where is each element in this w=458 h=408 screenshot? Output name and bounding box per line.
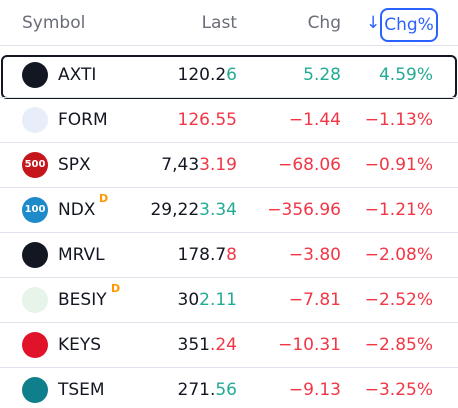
chg: −10.31 — [278, 334, 341, 355]
sort-arrow: ↓ — [366, 13, 381, 33]
chg: −9.13 — [288, 379, 341, 400]
symbol-icon — [22, 286, 48, 313]
symbol-icon: 500 — [22, 151, 48, 178]
last: 126.55 — [178, 108, 237, 132]
chg: 5.28 — [303, 64, 341, 85]
row-separator — [0, 322, 458, 323]
last: 178.78 — [178, 243, 238, 267]
last-part: 178.7 — [177, 244, 227, 265]
selected-row[interactable] — [1, 55, 457, 99]
chg-pct: −1.13% — [364, 109, 433, 130]
chg: −68.06 — [278, 154, 341, 175]
symbol[interactable]: KEYS — [58, 334, 102, 355]
chg-pct: −1.21% — [364, 199, 433, 220]
badge: D — [99, 191, 109, 205]
chg-pct: −3.25% — [364, 379, 433, 400]
chg-pct: −2.08% — [364, 244, 433, 265]
chg-pct: 4.59% — [378, 64, 433, 85]
last: 29,223.34 — [150, 198, 237, 222]
last-part: 271. — [177, 379, 216, 400]
symbol-icon — [22, 61, 48, 88]
chg-pct: −2.52% — [364, 289, 433, 310]
chg-pct: −2.85% — [364, 334, 433, 355]
badge: D — [111, 281, 121, 295]
symbol[interactable]: BESIY — [58, 289, 107, 310]
last-part: 126.55 — [177, 109, 237, 130]
symbol-icon — [22, 376, 48, 403]
last: 351.24 — [178, 333, 238, 357]
row-separator — [0, 97, 458, 98]
last: 271.56 — [178, 378, 238, 402]
last-part: 29,22 — [150, 199, 200, 220]
chg-pct: −0.91% — [364, 154, 433, 175]
header-chg-pct[interactable]: Chg% — [380, 8, 438, 42]
header-last[interactable]: Last — [201, 13, 237, 33]
row-separator — [0, 142, 458, 143]
chg: −356.96 — [267, 199, 341, 220]
last-part: 6 — [226, 64, 237, 85]
last-part: 2.11 — [199, 289, 237, 310]
icon-text: 100 — [24, 204, 46, 215]
chg: −7.81 — [288, 289, 341, 310]
symbol[interactable]: FORM — [58, 109, 108, 130]
last: 302.11 — [178, 288, 238, 312]
last-part: 3.34 — [199, 199, 237, 220]
last-part: 56 — [215, 379, 237, 400]
row-separator — [0, 232, 458, 233]
row-separator — [0, 187, 458, 188]
chg: −1.44 — [288, 109, 341, 130]
last: 7,433.19 — [161, 153, 237, 177]
last: 120.26 — [178, 63, 238, 87]
row-separator — [0, 367, 458, 368]
symbol[interactable]: NDX — [58, 199, 96, 220]
icon-text: 500 — [24, 159, 46, 170]
symbol[interactable]: SPX — [58, 154, 91, 175]
last-part: 120.2 — [177, 64, 227, 85]
symbol-icon — [22, 331, 48, 358]
symbol[interactable]: MRVL — [58, 244, 105, 265]
chg: −3.80 — [288, 244, 341, 265]
symbol[interactable]: AXTI — [58, 64, 97, 85]
last-part: 3.19 — [199, 154, 237, 175]
header-chg[interactable]: Chg — [307, 13, 341, 33]
symbol[interactable]: TSEM — [58, 379, 105, 400]
symbol-icon — [22, 106, 48, 133]
last-part: 351 — [177, 334, 210, 355]
last-part: .24 — [209, 334, 237, 355]
header-separator — [0, 45, 458, 46]
last-part: 30 — [177, 289, 200, 310]
symbol-icon: 100 — [22, 196, 48, 223]
last-part: 8 — [226, 244, 237, 265]
row-separator — [0, 277, 458, 278]
symbol-icon — [22, 241, 48, 268]
header-symbol[interactable]: Symbol — [22, 13, 86, 33]
last-part: 7,43 — [161, 154, 200, 175]
